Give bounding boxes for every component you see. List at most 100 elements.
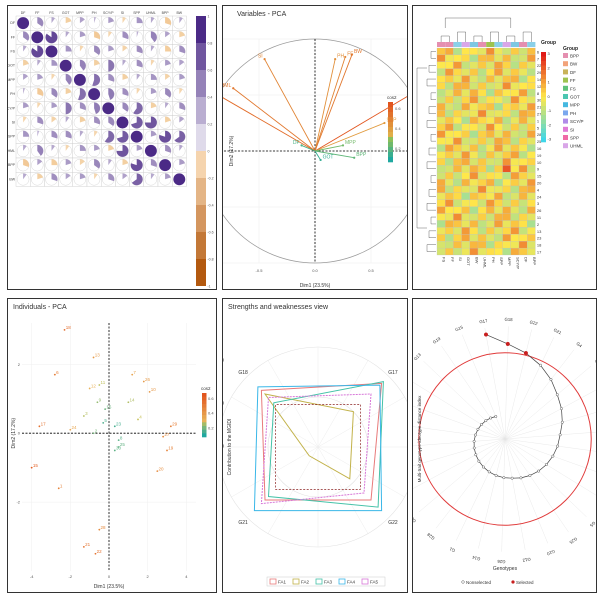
pca-var-label: UHML: [223, 83, 231, 89]
heatmap-cell: [469, 68, 479, 76]
heatmap-row-label: 27: [537, 112, 542, 117]
heatmap-cell: [527, 137, 536, 145]
heatmap-cell: [469, 158, 479, 166]
pca-ind-label: 2: [95, 428, 98, 433]
heatmap-legend-label: FS: [570, 86, 576, 91]
corr-pie-mark: [79, 17, 85, 24]
pca-ind-point: [82, 545, 85, 548]
heatmap-cell: [469, 61, 479, 69]
pca-ind-xtick: 0: [108, 574, 111, 579]
heatmap-cell: [436, 151, 446, 159]
heatmap-cell: [527, 96, 536, 104]
heatmap-row-label: 1: [537, 118, 540, 123]
corr-pie-mark: [122, 45, 128, 52]
mgidi-nonselected-point: [544, 463, 548, 467]
heatmap-cell: [436, 158, 446, 166]
heatmap-cell: [502, 103, 511, 111]
heatmap-row-label: 30: [537, 98, 542, 103]
mgidi-spoke: [504, 349, 575, 440]
heatmap-row-label: 4: [537, 187, 540, 192]
heatmap-cell: [494, 213, 503, 221]
heatmap-cell: [502, 47, 511, 56]
heatmap-row-label: 9: [537, 167, 540, 172]
heatmap-cell: [436, 234, 446, 242]
corr-col-label: DF: [21, 11, 26, 15]
heatmap-col-label: GOT: [466, 257, 471, 266]
heatmap-cell: [436, 68, 446, 76]
heatmap-cell: [445, 103, 454, 111]
heatmap-cell: [510, 144, 520, 152]
mgidi-nonselected-point: [484, 419, 488, 423]
heatmap-cell: [494, 47, 503, 56]
radar-radial-tick: 40: [223, 401, 224, 407]
pca-var-arrow: [314, 59, 336, 152]
heatmap-cell: [486, 247, 495, 256]
corr-pie-outline: [87, 31, 101, 44]
mgidi-genotype-label: G26: [497, 559, 506, 564]
mgidi-spoke: [413, 426, 506, 440]
corr-pie-mark: [37, 173, 43, 180]
radar-radial-tick: 20: [223, 358, 224, 364]
corr-pie-mark: [65, 130, 72, 139]
heatmap-cell: [502, 185, 511, 194]
heatmap-row-label: 23: [537, 236, 542, 241]
corr-pie-mark: [37, 144, 44, 156]
heatmap-cell: [502, 123, 511, 131]
heatmap-cell: [453, 206, 462, 214]
heatmap-cell: [502, 54, 511, 62]
corr-pie-mark: [144, 116, 157, 129]
pca-ind-label: 3: [85, 411, 88, 416]
heatmap-cell: [477, 54, 487, 62]
corr-pie-mark: [179, 88, 183, 95]
heatmap-row-label: 22: [537, 63, 542, 68]
corr-cell: [100, 30, 116, 45]
heatmap-row-label: 3: [537, 201, 540, 206]
heatmap-cell: [477, 130, 487, 138]
corr-pie-mark: [23, 130, 30, 137]
radar-series-polygon: [263, 393, 354, 480]
heatmap-cell: [502, 96, 511, 104]
heatmap-cell: [477, 206, 487, 214]
heatmap-cell: [461, 137, 470, 145]
corr-colorbar-step: [196, 70, 206, 97]
pca-var-xtick: -0.5: [256, 268, 264, 273]
heatmap-row-label: 2: [537, 222, 540, 227]
mgidi-spoke: [435, 438, 506, 529]
heatmap-cell: [527, 234, 536, 242]
mgidi-nonselected-point: [477, 459, 481, 463]
heatmap-cell: [518, 89, 528, 97]
corr-pie-mark: [150, 59, 155, 66]
corr-pie-mark: [179, 159, 185, 166]
heatmap-cell: [494, 61, 503, 69]
pca-var-arrow: [314, 56, 346, 152]
heatmap-cell: [494, 199, 503, 207]
corr-cell: [171, 115, 187, 130]
pca-ind-label: 9: [99, 397, 102, 402]
heatmap-row-dendrogram: [428, 230, 436, 238]
mgidi-genotype-label: G14: [471, 555, 481, 562]
corr-pie-mark: [165, 144, 172, 153]
corr-pie-mark: [108, 116, 115, 127]
heatmap-cell: [494, 130, 503, 138]
corr-pie-mark: [23, 45, 27, 52]
corr-pie-mark: [88, 88, 101, 101]
pca-variables-chart: -1.0-0.50.00.51.01.00.50.0-0.5-1.0SIUHML…: [223, 38, 407, 289]
heatmap-cell: [445, 61, 454, 69]
heatmap-cell: [486, 103, 495, 111]
corr-row-label: SPP: [8, 135, 16, 139]
heatmap-row-label: 29: [537, 70, 542, 75]
pca-ind-point: [92, 432, 95, 435]
mgidi-nonselected-point: [494, 474, 498, 477]
mgidi-nonselected-point: [549, 378, 553, 381]
corr-colorbar-step: [196, 16, 206, 43]
heatmap-cell: [486, 61, 495, 69]
pca-ind-legend-step: [202, 429, 207, 434]
heatmap-cell: [518, 234, 528, 242]
heatmap-legend-label: SI: [570, 127, 574, 132]
corr-pie-mark: [179, 45, 186, 54]
pca-var-arrowhead: [300, 144, 303, 147]
corr-pie-mark: [174, 130, 186, 143]
heatmap-cell: [477, 68, 487, 76]
heatmap-cell: [461, 234, 470, 242]
heatmap-cell: [494, 206, 503, 214]
